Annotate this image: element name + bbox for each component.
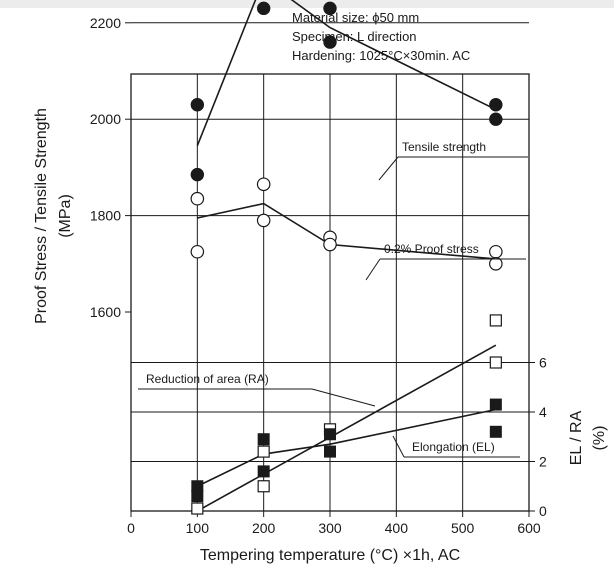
series-line [197, 202, 496, 260]
data-point [489, 256, 503, 271]
data-point [323, 237, 337, 252]
note-hardening: Hardening: 1025°C×30min. AC [292, 48, 470, 63]
callout-elongation-leader [392, 435, 405, 458]
callouts: Tensile strength 0.2% Proof stress Reducti… [138, 140, 528, 458]
data-point [489, 244, 503, 259]
y-left-title-line2: (MPa) [57, 194, 74, 238]
note-material-size: Material size: ϕ50 mm [292, 10, 419, 25]
y-right-title-line1: EL / RA [568, 410, 585, 465]
data-point [257, 465, 270, 478]
x-tick-label: 600 [517, 520, 541, 536]
y-left-tick-label: 2000 [90, 111, 121, 127]
data-point [190, 98, 205, 112]
data-point [324, 428, 336, 441]
y-left-tick-label: 1600 [90, 304, 121, 320]
data-point [257, 480, 270, 493]
x-axis-title: Tempering temperature (°C) ×1h, AC [200, 547, 460, 564]
callout-tensile-strength-leader [378, 156, 399, 181]
data-point [489, 398, 502, 411]
data-point [489, 356, 502, 369]
y-right-tick-label: 0 [539, 503, 547, 519]
y-right-tick-label: 6 [539, 355, 547, 371]
ticks-layer: 0100200300400500600160018002000220024002… [90, 15, 547, 536]
data-point [257, 445, 270, 458]
data-point [256, 213, 271, 228]
data-point [256, 177, 271, 192]
y-right-tick-label: 2 [539, 454, 547, 470]
series-line [196, 0, 497, 147]
data-point [190, 191, 205, 206]
callout-elongation-label: Elongation (EL) [412, 440, 495, 454]
x-tick-label: 300 [318, 520, 342, 536]
data-point [256, 1, 271, 16]
data-point [191, 480, 204, 493]
y-right-title-line2: (%) [591, 426, 608, 451]
series-line [196, 408, 496, 487]
y-left-tick-label: 2200 [90, 15, 121, 31]
callout-proof-stress-label: 0.2% Proof stress [384, 242, 479, 256]
x-tick-label: 400 [385, 520, 409, 536]
series-markers [190, 1, 503, 515]
data-point [190, 244, 205, 259]
x-tick-label: 200 [252, 520, 276, 536]
note-specimen: Specimen: L direction [292, 29, 417, 44]
data-point [489, 98, 503, 112]
y-left-title-line1: Proof Stress / Tensile Strength [33, 108, 50, 324]
data-point [323, 1, 337, 16]
data-point [191, 490, 204, 503]
top-border-strip [0, 0, 614, 8]
data-point [190, 167, 205, 182]
data-point [489, 425, 502, 438]
data-point [489, 112, 503, 126]
x-tick-label: 500 [451, 520, 475, 536]
data-point [323, 35, 337, 49]
x-tick-label: 0 [127, 520, 135, 536]
x-tick-label: 100 [186, 520, 210, 536]
y-left-tick-label: 1800 [90, 208, 121, 224]
callout-tensile-strength-label: Tensile strength [402, 140, 486, 154]
y-right-tick-label: 4 [539, 404, 547, 420]
callout-reduction-of-area-leader [311, 388, 376, 407]
data-point [324, 445, 336, 458]
series-line [196, 344, 497, 512]
data-point [257, 433, 270, 446]
callout-proof-stress-leader [365, 258, 381, 281]
callout-reduction-of-area-label: Reduction of area (RA) [146, 372, 269, 386]
series-lines [196, 0, 497, 512]
data-point [191, 502, 204, 515]
data-point [489, 314, 502, 327]
